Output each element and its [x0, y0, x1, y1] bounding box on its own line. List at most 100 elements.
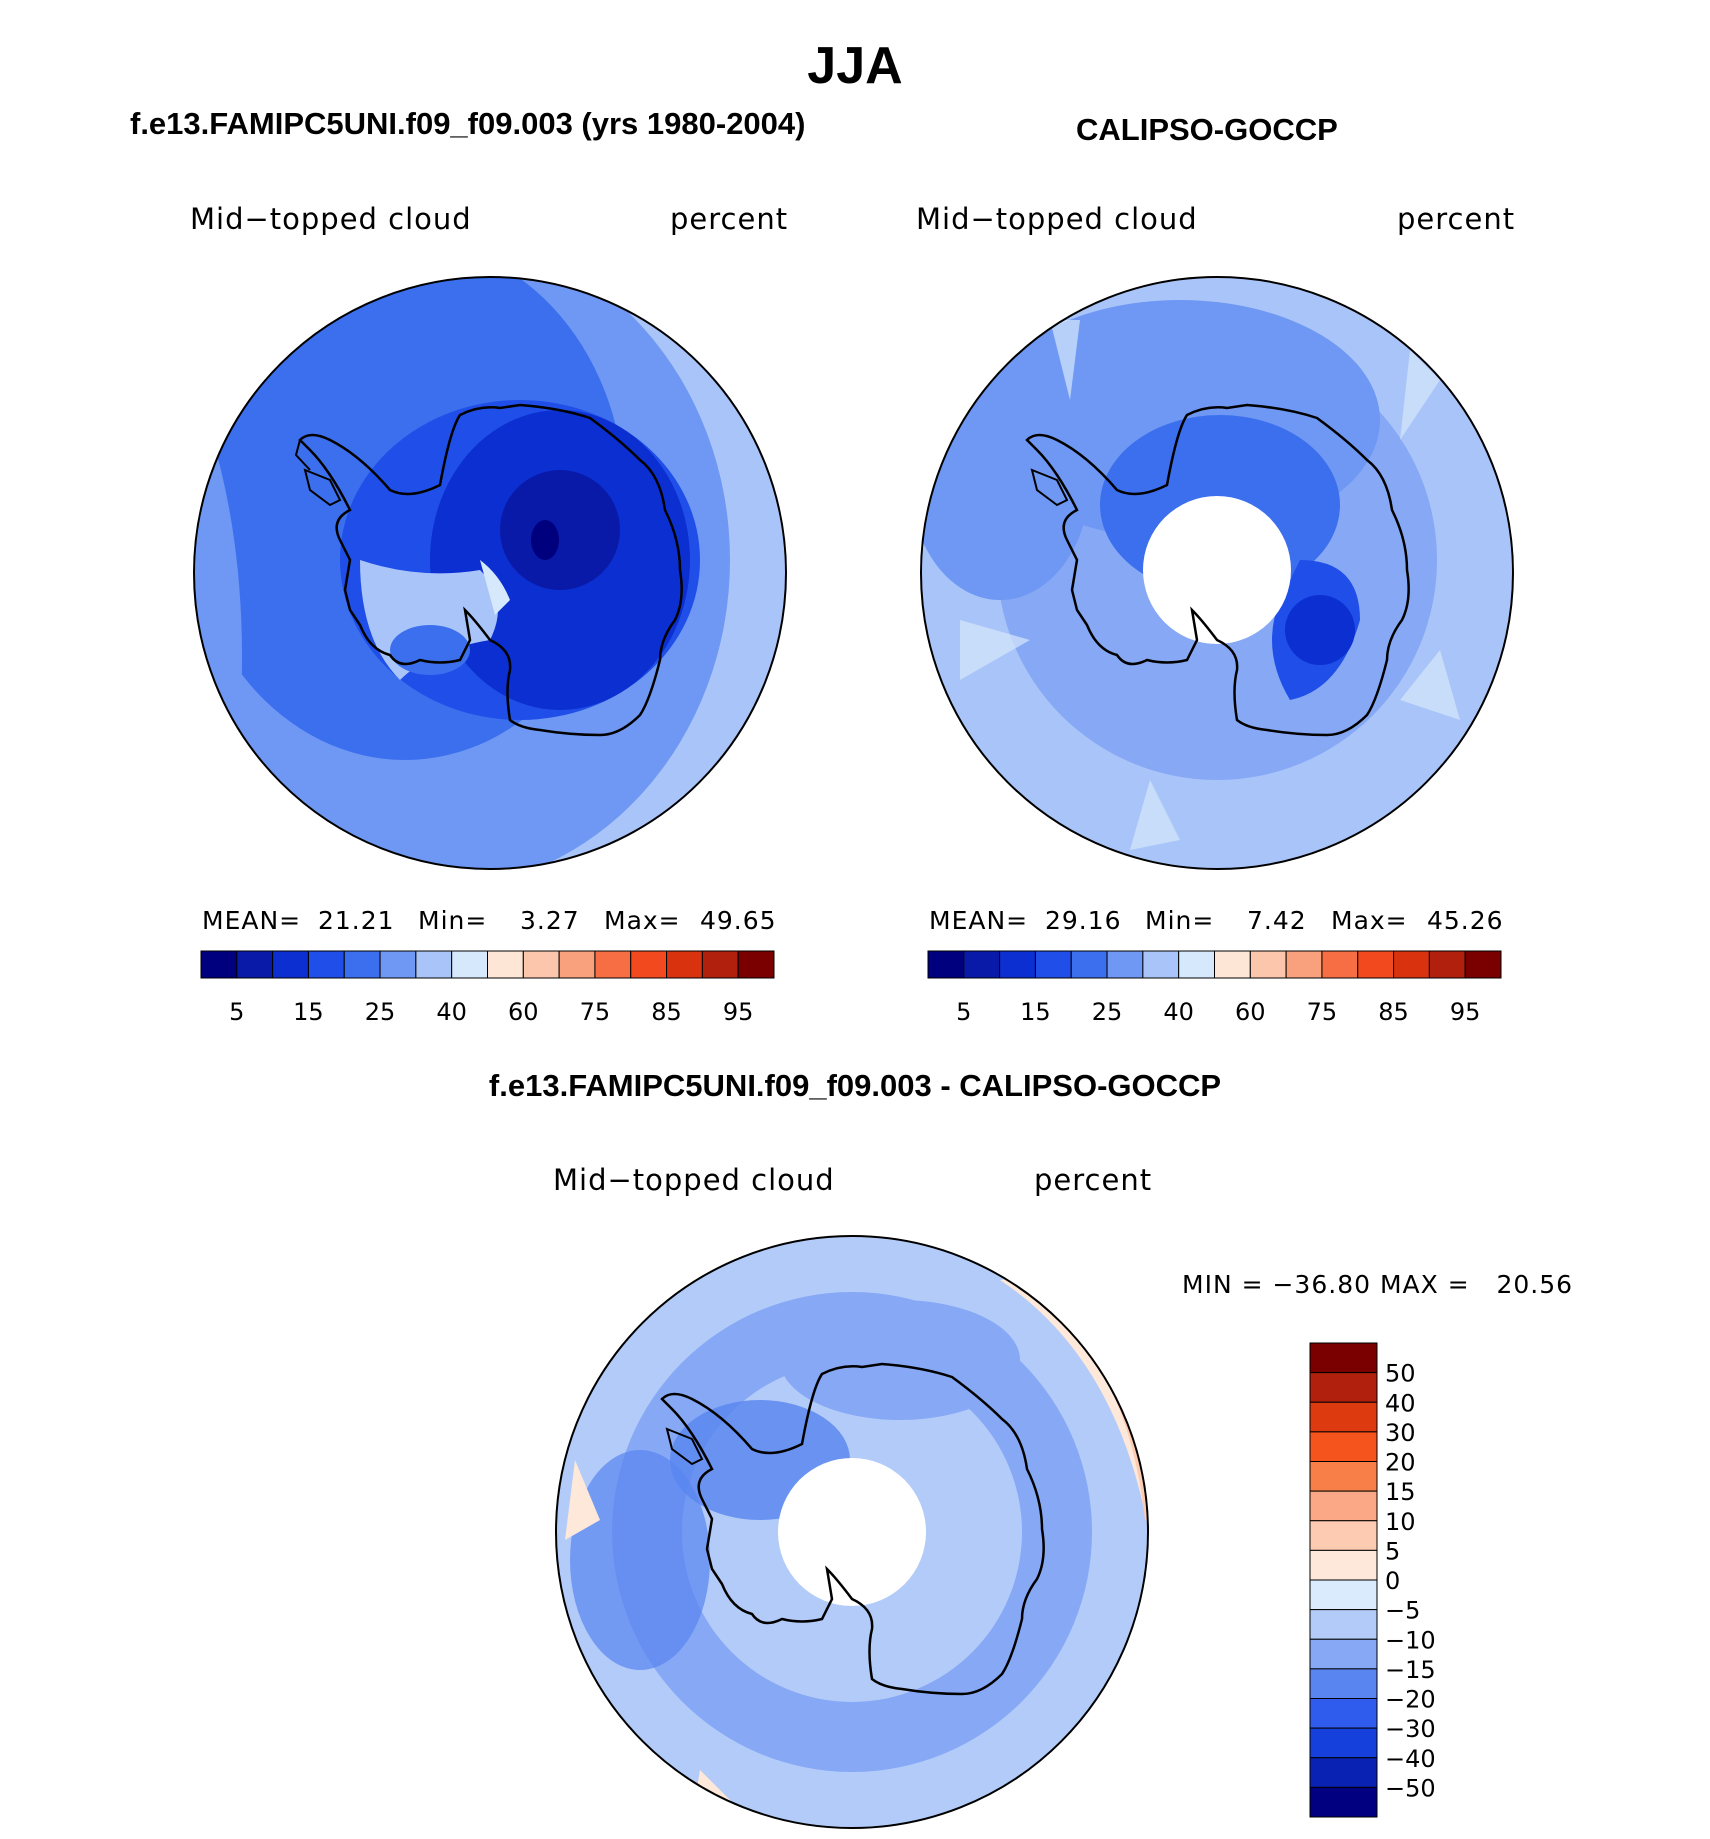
difference-panel-title: f.e13.FAMIPC5UNI.f09_f09.003 - CALIPSO-G… — [488, 1068, 1222, 1103]
diff-colorbar-swatch-5 — [1309, 1490, 1378, 1522]
model-colorbar-swatch-9 — [522, 950, 560, 979]
model-colorbar-swatch-1 — [236, 950, 274, 979]
diff-colorbar-swatch-0 — [1309, 1342, 1378, 1374]
model-max-value: 49.65 — [700, 906, 777, 935]
obs-colorbar-tick-label: 95 — [1450, 998, 1481, 1026]
obs-colorbar-tick-label: 40 — [1163, 998, 1194, 1026]
model-colorbar-swatch-13 — [666, 950, 703, 979]
obs-mean-value: 29.16 — [1045, 906, 1122, 935]
obs-colorbar-swatch-8 — [1214, 950, 1251, 979]
obs-colorbar-swatch-14 — [1428, 950, 1466, 979]
diff-colorbar-swatch-2 — [1309, 1401, 1378, 1433]
obs-min-label: Min= — [1145, 906, 1215, 935]
obs-panel-title: CALIPSO-GOCCP — [1076, 112, 1338, 147]
diff-colorbar-swatch-8 — [1309, 1579, 1378, 1611]
diff-colorbar-swatch-14 — [1309, 1757, 1378, 1788]
obs-colorbar-swatch-4 — [1070, 950, 1108, 979]
model-colorbar-tick-label: 95 — [723, 998, 754, 1026]
obs-colorbar-swatch-11 — [1321, 950, 1359, 979]
diff-colorbar-tick-label: −5 — [1385, 1597, 1420, 1625]
model-colorbar-swatch-8 — [487, 950, 524, 979]
diff-colorbar-tick-label: 5 — [1385, 1537, 1400, 1565]
diff-colorbar-tick-label: 50 — [1385, 1360, 1416, 1388]
model-polar-map — [193, 276, 787, 870]
model-colorbar-swatch-14 — [701, 950, 739, 979]
model-colorbar-swatch-15 — [737, 950, 775, 979]
diff-colorbar-tick-label: −50 — [1385, 1774, 1436, 1802]
model-colorbar-swatch-7 — [451, 950, 488, 979]
diff-colorbar-swatch-3 — [1309, 1431, 1378, 1462]
obs-colorbar-swatch-13 — [1393, 950, 1430, 979]
diff-minmax-text: MIN = −36.80 MAX = 20.56 — [1182, 1270, 1574, 1299]
model-panel-title: f.e13.FAMIPC5UNI.f09_f09.003 (yrs 1980-2… — [130, 106, 806, 141]
obs-variable-label: Mid−topped cloud — [916, 202, 1198, 236]
diff-colorbar-swatch-11 — [1309, 1668, 1378, 1699]
obs-colorbar-swatch-3 — [1034, 950, 1072, 979]
model-max-label: Max= — [604, 906, 681, 935]
difference-polar-map — [555, 1235, 1149, 1829]
obs-colorbar-swatch-15 — [1464, 950, 1502, 979]
obs-colorbar-swatch-6 — [1142, 950, 1180, 979]
diff-colorbar-swatch-6 — [1309, 1520, 1378, 1551]
model-colorbar-tick-label: 25 — [365, 998, 396, 1026]
diff-colorbar-swatch-1 — [1309, 1372, 1378, 1403]
model-colorbar-swatch-4 — [343, 950, 381, 979]
obs-colorbar-tick-label: 85 — [1378, 998, 1409, 1026]
obs-units-label: percent — [1397, 202, 1516, 236]
model-colorbar-tick-label: 60 — [508, 998, 539, 1026]
obs-colorbar-tick-label: 75 — [1307, 998, 1338, 1026]
obs-max-value: 45.26 — [1427, 906, 1504, 935]
diff-colorbar-tick-label: 20 — [1385, 1449, 1416, 1477]
diff-colorbar-swatch-4 — [1309, 1461, 1378, 1492]
model-mean-value: 21.21 — [318, 906, 395, 935]
model-colorbar-swatch-6 — [415, 950, 453, 979]
model-min-value: 3.27 — [520, 906, 580, 935]
model-colorbar-swatch-0 — [200, 950, 238, 979]
obs-colorbar-swatch-5 — [1106, 950, 1144, 979]
obs-colorbar-tick-label: 5 — [956, 998, 971, 1026]
diff-colorbar-swatch-13 — [1309, 1727, 1378, 1759]
diff-colorbar-tick-label: −15 — [1385, 1656, 1436, 1684]
figure-title: JJA — [807, 37, 903, 95]
diff-colorbar-tick-label: 30 — [1385, 1419, 1416, 1447]
model-colorbar-tick-label: 75 — [580, 998, 611, 1026]
model-colorbar-swatch-12 — [630, 950, 668, 979]
obs-colorbar-swatch-0 — [927, 950, 965, 979]
obs-colorbar-swatch-1 — [963, 950, 1001, 979]
model-colorbar-tick-label: 5 — [229, 998, 244, 1026]
obs-colorbar-swatch-10 — [1285, 950, 1323, 979]
model-colorbar-swatch-3 — [307, 950, 345, 979]
diff-colorbar-swatch-10 — [1309, 1638, 1378, 1670]
diff-colorbar-tick-label: −30 — [1385, 1715, 1436, 1743]
obs-colorbar-swatch-9 — [1249, 950, 1287, 979]
obs-antarctica-coastline — [1025, 403, 1410, 737]
obs-colorbar-tick-label: 25 — [1092, 998, 1123, 1026]
diff-units-label: percent — [1034, 1163, 1153, 1197]
obs-colorbar-swatch-12 — [1357, 950, 1395, 979]
model-colorbar-tick-label: 40 — [436, 998, 467, 1026]
model-colorbar-swatch-11 — [594, 950, 632, 979]
obs-colorbar-swatch-7 — [1178, 950, 1215, 979]
diff-colorbar-swatch-7 — [1309, 1549, 1378, 1581]
diff-colorbar-swatch-9 — [1309, 1609, 1378, 1640]
model-colorbar-swatch-2 — [272, 950, 309, 979]
model-mean-label: MEAN= — [202, 906, 302, 935]
model-colorbar: 5 15 25 40 60 75 85 95 — [200, 950, 775, 1026]
model-antarctica-coastline — [298, 403, 683, 737]
obs-polar-map — [920, 276, 1514, 870]
diff-colorbar-tick-label: −20 — [1385, 1686, 1436, 1714]
model-min-label: Min= — [418, 906, 488, 935]
model-colorbar-swatch-10 — [558, 950, 596, 979]
model-variable-label: Mid−topped cloud — [190, 202, 472, 236]
diff-colorbar-tick-label: 10 — [1385, 1508, 1416, 1536]
model-units-label: percent — [670, 202, 789, 236]
diff-colorbar-tick-label: 0 — [1385, 1567, 1400, 1595]
obs-colorbar-swatch-2 — [999, 950, 1036, 979]
diff-colorbar-swatch-15 — [1309, 1786, 1378, 1818]
obs-max-label: Max= — [1331, 906, 1408, 935]
diff-antarctica-coastline — [660, 1362, 1045, 1696]
obs-mean-label: MEAN= — [929, 906, 1029, 935]
diff-variable-label: Mid−topped cloud — [553, 1163, 835, 1197]
